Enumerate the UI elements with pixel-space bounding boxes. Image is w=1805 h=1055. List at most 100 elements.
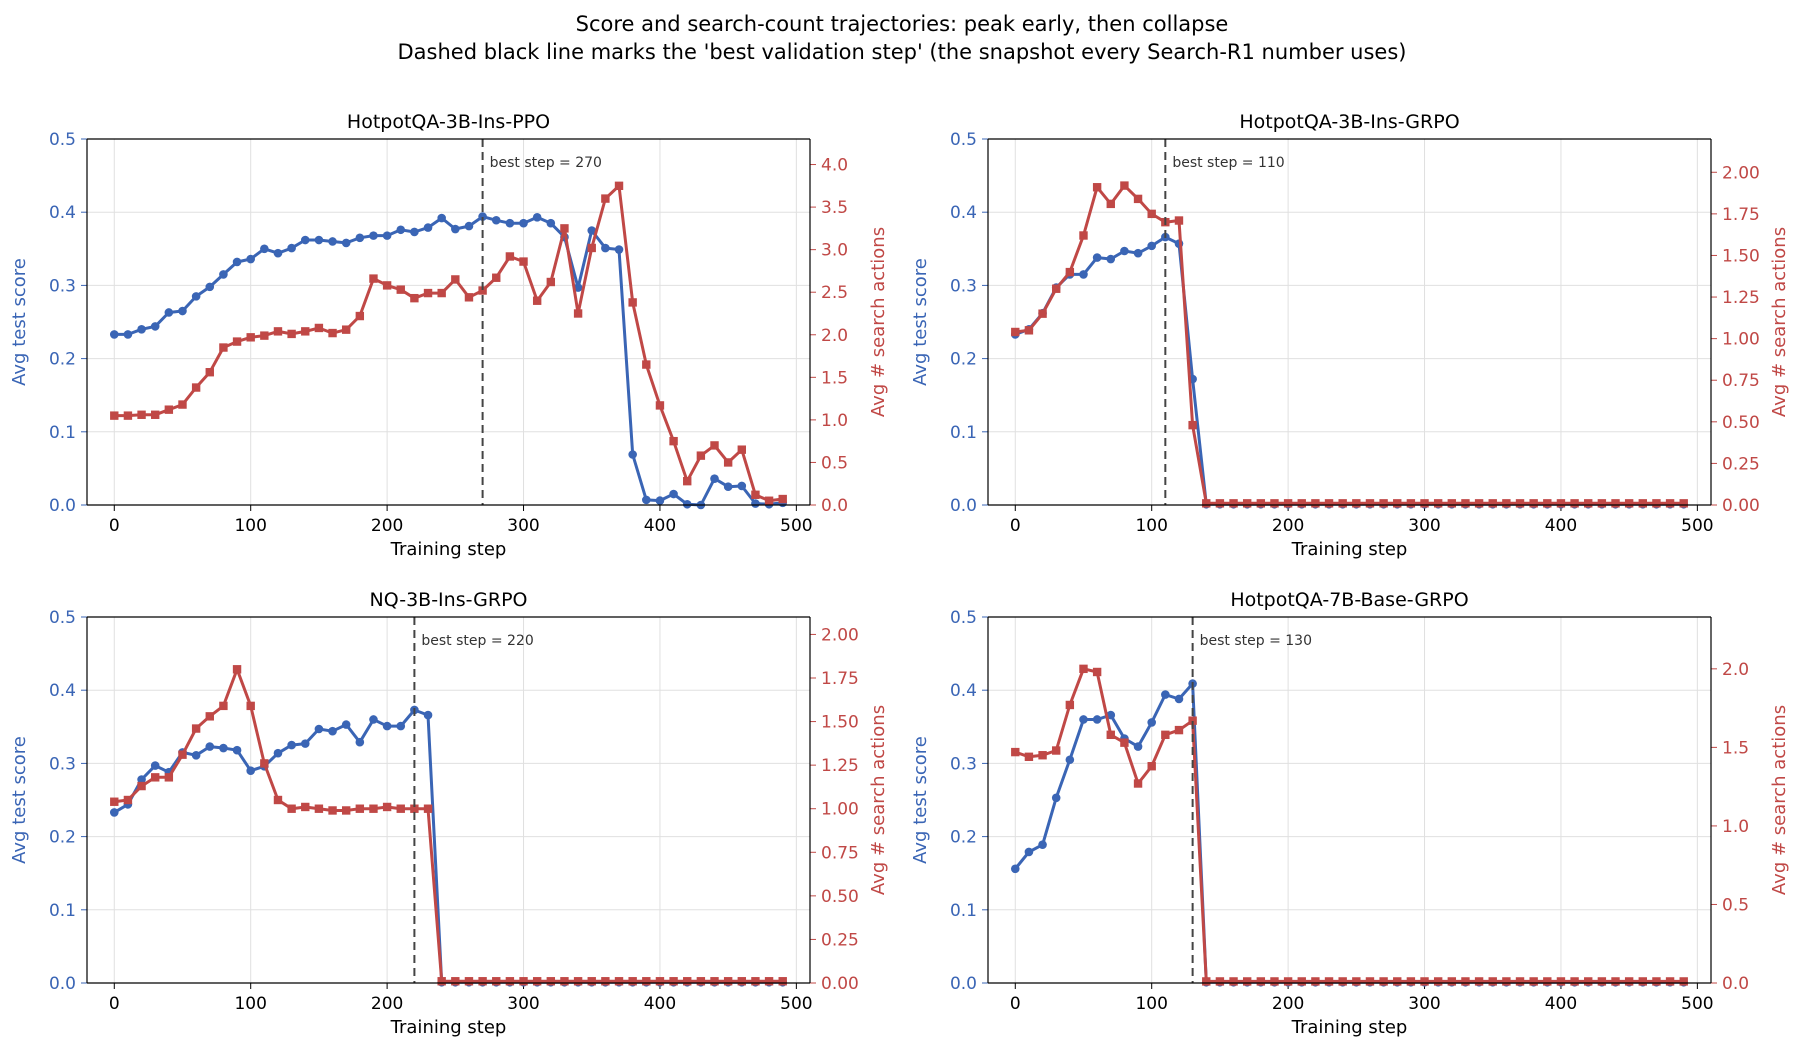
search-point [1665,977,1675,986]
search-point [1556,977,1566,986]
score-point [314,235,324,245]
score-line [113,708,783,984]
search-point [410,293,419,303]
x-tick-label: 200 [1272,994,1304,1014]
score-point [178,306,187,316]
score-point [382,721,392,731]
y-right-tick-label: 0.75 [1722,371,1760,391]
search-point [355,804,365,813]
search-point [191,724,201,733]
panel-title: HotpotQA-3B-Ins-GRPO [1239,111,1459,133]
y-left-tick-label: 0.0 [950,974,977,994]
y-left-tick-label: 0.1 [49,901,76,921]
y-right-tick-label: 0.25 [1722,454,1760,474]
score-point [246,766,255,776]
search-point [628,298,637,307]
score-point [396,225,406,235]
search-point [1652,499,1661,508]
search-point [1270,977,1279,986]
search-point [1529,977,1538,986]
y-right-tick-label: 1.25 [1722,288,1760,308]
search-point [1502,977,1511,986]
search-point [628,977,637,986]
search-point [1515,499,1525,508]
score-point [300,235,310,245]
score-point [150,761,160,770]
score-point [232,745,242,755]
score-point [1133,742,1143,751]
search-point [1338,977,1347,986]
x-tick-label: 400 [644,516,676,536]
y-right-tick-label: 1.00 [821,800,859,820]
search-point [1011,747,1020,757]
y-right-axis-label: Avg # search actions [868,227,889,417]
x-tick-label: 400 [644,994,676,1014]
panel-title: HotpotQA-7B-Base-GRPO [1230,589,1468,611]
search-point [1393,977,1402,986]
search-point [287,804,296,813]
score-point [1065,755,1075,765]
score-point [246,254,255,264]
search-point [1256,499,1266,508]
score-point [1106,254,1116,264]
score-point [1133,248,1143,258]
y-right-tick-label: 2.0 [1722,660,1749,680]
y-right-tick-label: 0.50 [821,887,859,907]
x-tick-label: 100 [1135,516,1167,536]
search-point [1529,499,1538,508]
search-point [341,806,351,815]
y-right-tick-label: 1.75 [821,669,859,689]
score-point [328,726,337,736]
score-point [491,215,501,225]
search-point [723,458,733,467]
search-point [642,977,651,986]
score-point [232,257,242,267]
search-point [1106,199,1115,209]
score-line [1014,682,1684,984]
search-point [505,252,515,261]
chart-panel: 0 100 200 300 400 500 0.0 0.1 0.2 0.3 0.4 0.5 0.0 0.5… [9,111,889,560]
score-point [669,489,678,499]
search-point [1433,499,1443,508]
search-point [1433,977,1443,986]
x-axis-label: Training step [1291,1017,1408,1038]
x-tick-label: 200 [371,994,403,1014]
search-point [382,281,392,290]
search-point [764,496,774,505]
search-point [1624,977,1634,986]
search-point [587,977,596,986]
search-point [1120,181,1129,190]
search-point [314,323,324,333]
x-tick-label: 400 [1545,994,1577,1014]
search-point [137,410,146,419]
search-point [478,286,487,295]
y-right-tick-label: 0.00 [1722,496,1760,516]
search-point [1229,977,1238,986]
search-point [1584,977,1593,986]
search-point [751,490,760,499]
search-point [1611,977,1620,986]
score-point [410,227,419,237]
search-point [1297,977,1306,986]
search-point [478,977,487,986]
search-point [1584,499,1593,508]
search-point [751,977,760,986]
search-point [1352,977,1361,986]
y-left-tick-label: 0.4 [49,681,76,701]
y-right-axis-label: Avg # search actions [1769,227,1790,417]
y-left-tick-label: 0.4 [49,203,76,223]
search-point [1324,499,1334,508]
search-point [1174,725,1184,735]
search-point [601,977,610,986]
search-point [1406,499,1416,508]
search-point [1092,183,1102,192]
y-left-tick-label: 0.0 [950,496,977,516]
search-point [287,329,296,339]
score-point [1024,847,1034,857]
y-left-tick-label: 0.0 [49,496,76,516]
search-point [451,977,460,986]
search-point [1242,977,1252,986]
search-point [1597,499,1607,508]
x-tick-label: 100 [1135,994,1167,1014]
search-point [110,797,119,806]
